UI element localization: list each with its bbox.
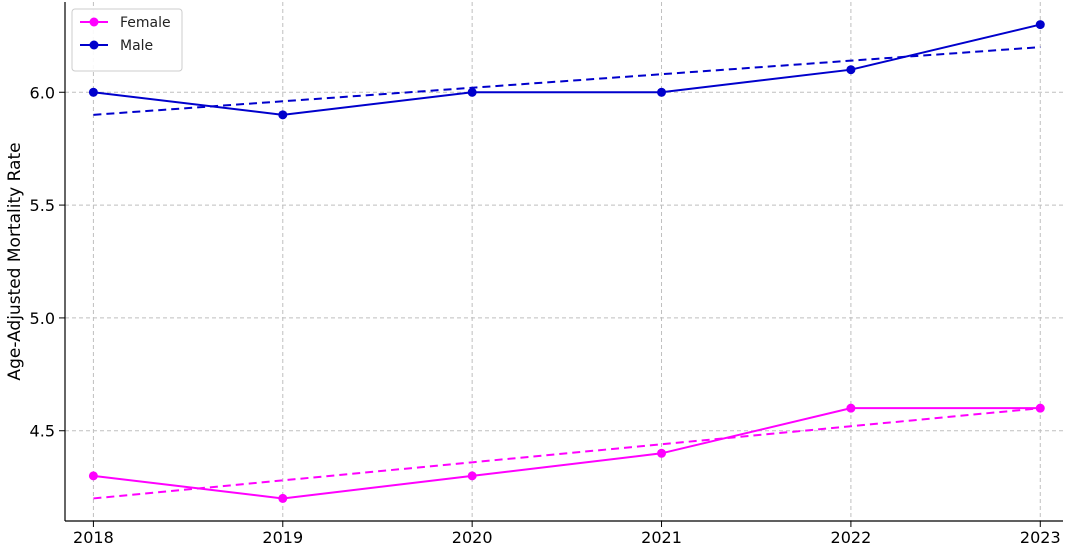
x-tick-label: 2021 xyxy=(641,528,682,547)
axes xyxy=(59,2,1063,527)
data-point-female xyxy=(467,471,477,481)
data-point-female xyxy=(88,471,98,481)
data-point-female xyxy=(1035,403,1045,413)
series-group xyxy=(88,20,1045,503)
legend-label-female: Female xyxy=(120,15,171,31)
y-tick-label: 5.0 xyxy=(30,309,55,328)
data-point-male xyxy=(88,87,98,97)
data-point-female xyxy=(278,493,288,503)
y-axis-label: Age-Adjusted Mortality Rate xyxy=(5,142,25,380)
legend-label-male: Male xyxy=(120,38,153,54)
y-tick-label: 4.5 xyxy=(30,422,55,441)
x-tick-label: 2018 xyxy=(73,528,114,547)
legend-swatch-marker-male xyxy=(89,40,99,50)
grid xyxy=(65,2,1063,521)
data-point-female xyxy=(657,448,667,458)
x-tick-label: 2023 xyxy=(1020,528,1061,547)
series-line-male xyxy=(93,23,1041,116)
data-point-male xyxy=(657,87,667,97)
legend: Female Male xyxy=(71,8,183,72)
legend-swatch-marker-female xyxy=(89,17,99,27)
y-tick-label: 5.5 xyxy=(30,196,55,215)
x-tick-label: 2022 xyxy=(831,528,872,547)
series-line-female xyxy=(93,407,1041,500)
x-tick-label: 2019 xyxy=(262,528,303,547)
trend-line-male xyxy=(93,46,1041,116)
data-point-male xyxy=(1035,20,1045,30)
y-tick-label: 6.0 xyxy=(30,83,55,102)
legend-box xyxy=(71,8,183,72)
data-point-male xyxy=(846,65,856,75)
data-point-male xyxy=(278,110,288,120)
data-point-male xyxy=(467,87,477,97)
tick-labels: 2018 2019 2020 2021 2022 2023 4.5 5.0 5.5 6.0 xyxy=(30,83,1061,547)
data-point-female xyxy=(846,403,856,413)
x-tick-label: 2020 xyxy=(452,528,493,547)
trend-line-female xyxy=(93,407,1041,500)
